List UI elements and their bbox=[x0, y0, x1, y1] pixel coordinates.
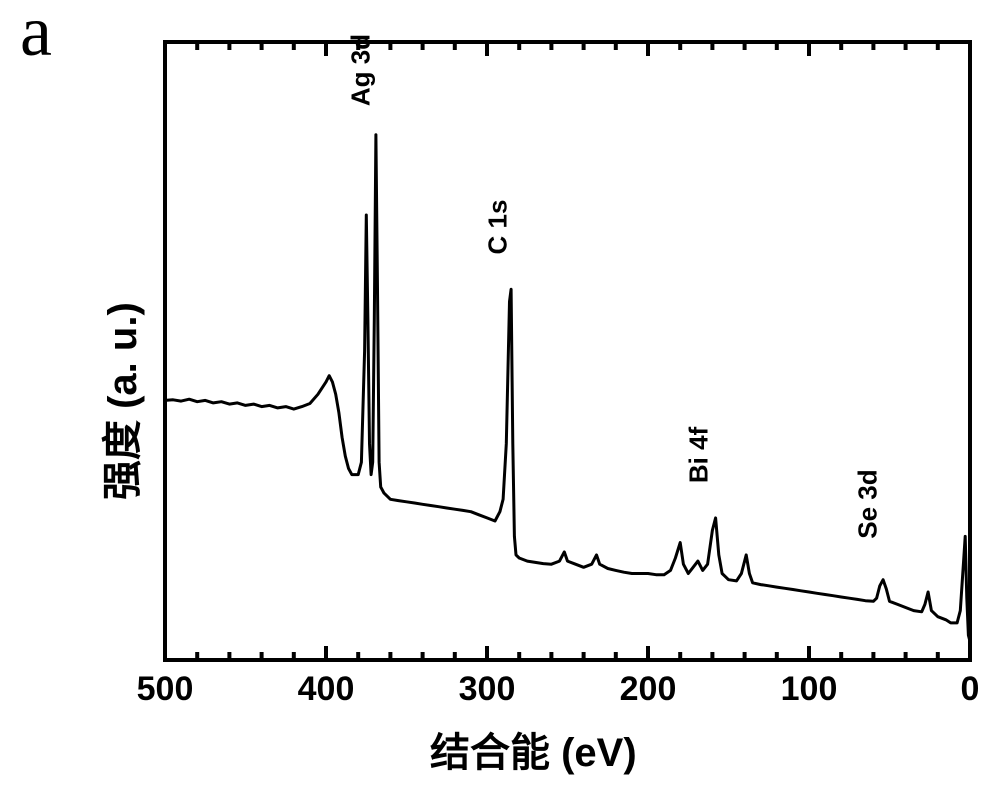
peak-label: C 1s bbox=[482, 200, 512, 255]
x-tick-label: 0 bbox=[961, 670, 980, 708]
x-tick-label: 100 bbox=[781, 670, 838, 708]
xps-survey-chart: a 强度 (a. u.) 结合能 (eV) 5004003002001000Ag… bbox=[0, 0, 1000, 801]
peak-label: Bi 4f bbox=[684, 426, 714, 483]
x-tick-label: 300 bbox=[459, 670, 516, 708]
plot-svg: 500 400 300 200 100 0 Ag 3d C 1s Bi 4f Se 3d bbox=[0, 0, 1000, 801]
peak-label: Se 3d bbox=[853, 469, 883, 538]
x-tick-label: 400 bbox=[298, 670, 355, 708]
x-tick-label: 200 bbox=[620, 670, 677, 708]
x-tick-label: 500 bbox=[137, 670, 194, 708]
peak-label: Ag 3d bbox=[345, 34, 375, 106]
